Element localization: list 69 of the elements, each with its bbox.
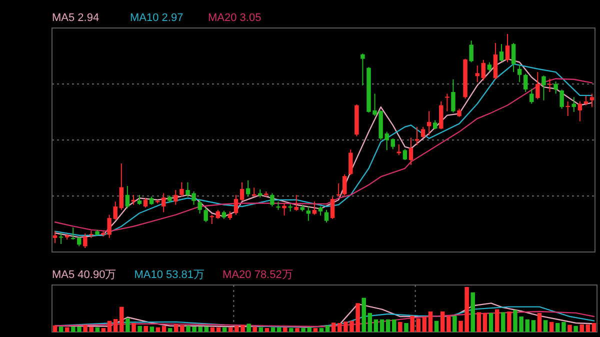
- bar: [446, 316, 451, 332]
- bar: [120, 306, 124, 332]
- bar: [580, 324, 584, 332]
- bar: [368, 312, 372, 332]
- bar: [319, 328, 324, 332]
- bar: [476, 312, 482, 332]
- bar: [586, 324, 590, 332]
- bar: [270, 327, 276, 332]
- bar: [138, 326, 142, 332]
- bar: [501, 312, 506, 332]
- text: MA5 40.90万: [52, 269, 116, 281]
- bar: [543, 320, 548, 332]
- bar: [162, 326, 166, 332]
- bar: [398, 322, 402, 332]
- text: MA10 53.81万: [134, 269, 205, 281]
- bar: [452, 316, 457, 332]
- bar: [404, 323, 408, 332]
- bar: [440, 311, 445, 332]
- bar: [434, 320, 439, 332]
- bar: [252, 326, 257, 332]
- bar: [537, 312, 542, 332]
- bar: [325, 326, 330, 332]
- bar: [246, 324, 251, 332]
- bar: [58, 326, 64, 332]
- bar: [362, 298, 366, 332]
- bar: [101, 328, 106, 332]
- bar: [204, 326, 209, 332]
- bar: [422, 316, 427, 332]
- bar: [289, 328, 294, 332]
- bar: [65, 327, 70, 332]
- bar: [374, 319, 378, 332]
- bar: [264, 328, 270, 332]
- bar: [386, 319, 390, 332]
- bar: [574, 326, 578, 332]
- bar: [126, 318, 130, 332]
- bar: [113, 319, 118, 332]
- bar: [107, 320, 112, 332]
- bar: [156, 327, 160, 332]
- bar: [392, 319, 396, 332]
- bar: [283, 327, 288, 332]
- bar: [216, 327, 221, 332]
- text: MA20 78.52万: [222, 269, 293, 281]
- bar: [494, 309, 500, 332]
- bar: [592, 323, 596, 332]
- bar: [95, 327, 100, 332]
- text: MA5 2.94: [52, 12, 100, 24]
- bar: [507, 311, 512, 332]
- text: MA10 2.97: [130, 12, 184, 24]
- bar: [380, 319, 384, 332]
- bar: [488, 312, 494, 332]
- bar: [331, 322, 336, 332]
- bar: [258, 327, 264, 332]
- bar: [295, 328, 300, 332]
- bar: [132, 323, 136, 332]
- bar: [168, 328, 172, 332]
- bar: [549, 322, 554, 332]
- bar: [150, 326, 154, 332]
- bar: [482, 312, 488, 332]
- text: MA20 3.05: [208, 12, 262, 24]
- bar: [210, 327, 215, 332]
- bar: [531, 320, 536, 332]
- bar: [222, 327, 227, 332]
- bar: [276, 327, 282, 332]
- bar: [144, 326, 148, 332]
- bar: [52, 326, 58, 332]
- bar: [313, 328, 318, 332]
- bar: [428, 311, 433, 332]
- bar: [568, 324, 572, 332]
- bar: [470, 292, 475, 332]
